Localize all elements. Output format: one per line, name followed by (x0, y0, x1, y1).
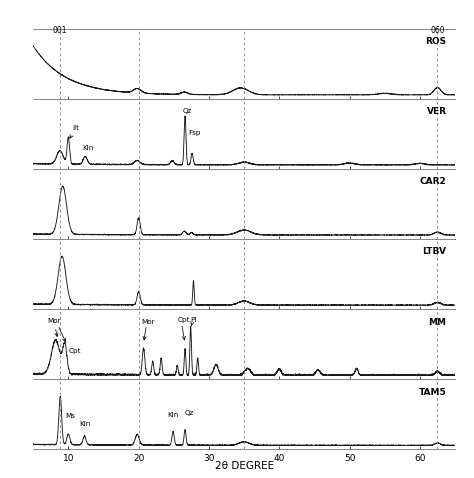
Text: Kln: Kln (79, 421, 90, 427)
Text: LTBV: LTBV (423, 248, 447, 256)
Text: 060: 060 (430, 26, 445, 35)
Text: ROS: ROS (426, 37, 447, 46)
Text: Qz: Qz (183, 109, 192, 115)
Text: Kln: Kln (82, 145, 94, 151)
Text: Pl: Pl (190, 317, 196, 323)
Text: 001: 001 (53, 26, 67, 35)
Text: VER: VER (427, 107, 447, 116)
Text: TAM5: TAM5 (419, 388, 447, 397)
Text: Kln: Kln (167, 412, 178, 418)
Text: Mor: Mor (47, 318, 61, 337)
Text: Cpt: Cpt (68, 348, 81, 354)
Text: 2θ DEGREE: 2θ DEGREE (215, 461, 273, 471)
Text: Ilt: Ilt (70, 125, 79, 138)
Text: Qz: Qz (184, 410, 194, 416)
Text: MM: MM (428, 317, 447, 326)
Text: Fsp: Fsp (188, 130, 201, 136)
Text: Ms: Ms (65, 413, 75, 419)
Text: Mor: Mor (141, 319, 155, 325)
Text: CAR2: CAR2 (420, 177, 447, 186)
Text: Cpt: Cpt (177, 317, 190, 323)
